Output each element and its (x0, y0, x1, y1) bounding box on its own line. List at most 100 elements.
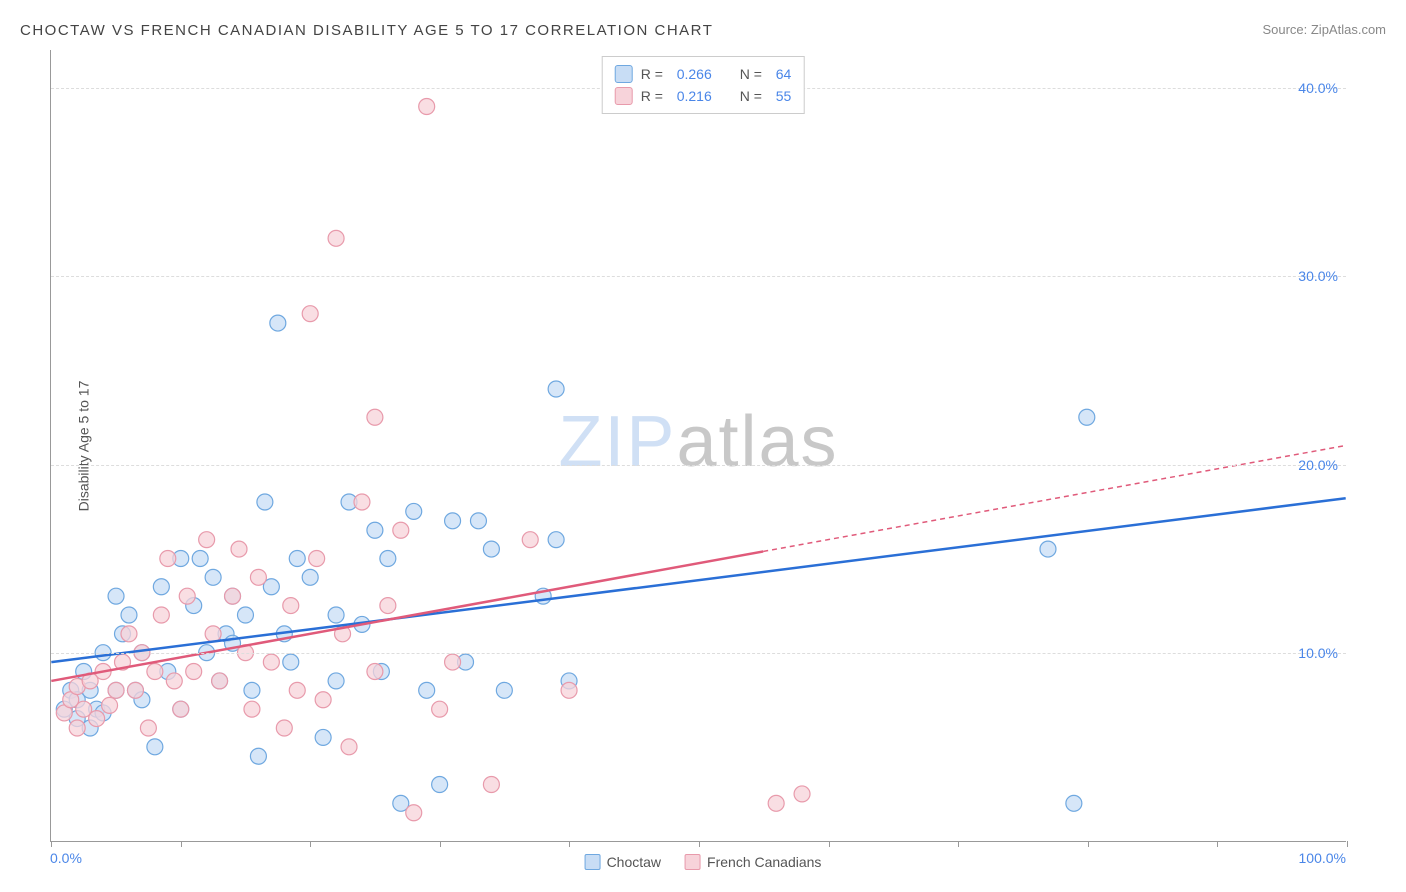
data-point[interactable] (108, 682, 124, 698)
x-tick (1217, 841, 1218, 847)
data-point[interactable] (276, 720, 292, 736)
data-point[interactable] (483, 541, 499, 557)
legend-swatch (685, 854, 701, 870)
data-point[interactable] (212, 673, 228, 689)
x-tick (310, 841, 311, 847)
data-point[interactable] (186, 664, 202, 680)
data-point[interactable] (160, 551, 176, 567)
data-point[interactable] (263, 654, 279, 670)
data-point[interactable] (121, 626, 137, 642)
data-point[interactable] (367, 664, 383, 680)
data-point[interactable] (328, 230, 344, 246)
data-point[interactable] (445, 654, 461, 670)
data-point[interactable] (179, 588, 195, 604)
data-point[interactable] (192, 551, 208, 567)
data-point[interactable] (289, 551, 305, 567)
data-point[interactable] (102, 697, 118, 713)
source-label: Source: ZipAtlas.com (1262, 22, 1386, 37)
data-point[interactable] (199, 532, 215, 548)
n-value: 64 (776, 66, 792, 82)
data-point[interactable] (432, 777, 448, 793)
data-point[interactable] (561, 682, 577, 698)
x-tick (51, 841, 52, 847)
grid-line (51, 653, 1346, 654)
legend-swatch (585, 854, 601, 870)
data-point[interactable] (121, 607, 137, 623)
data-point[interactable] (127, 682, 143, 698)
data-point[interactable] (147, 664, 163, 680)
legend-item: Choctaw (585, 854, 661, 870)
legend-row: R = 0.266 N = 64 (615, 63, 792, 85)
data-point[interactable] (283, 598, 299, 614)
data-point[interactable] (432, 701, 448, 717)
data-point[interactable] (225, 588, 241, 604)
data-point[interactable] (244, 682, 260, 698)
data-point[interactable] (270, 315, 286, 331)
r-label: R = (641, 88, 669, 104)
data-point[interactable] (309, 551, 325, 567)
y-tick-label: 30.0% (1298, 268, 1338, 284)
data-point[interactable] (768, 795, 784, 811)
data-point[interactable] (153, 607, 169, 623)
data-point[interactable] (166, 673, 182, 689)
r-value: 0.266 (677, 66, 732, 82)
data-point[interactable] (419, 99, 435, 115)
chart-svg (51, 50, 1346, 841)
data-point[interactable] (354, 494, 370, 510)
data-point[interactable] (173, 701, 189, 717)
legend-swatch (615, 65, 633, 83)
data-point[interactable] (205, 569, 221, 585)
data-point[interactable] (140, 720, 156, 736)
data-point[interactable] (1066, 795, 1082, 811)
data-point[interactable] (548, 381, 564, 397)
data-point[interactable] (257, 494, 273, 510)
data-point[interactable] (231, 541, 247, 557)
data-point[interactable] (406, 805, 422, 821)
data-point[interactable] (341, 739, 357, 755)
data-point[interactable] (367, 522, 383, 538)
legend-label: French Canadians (707, 854, 821, 870)
data-point[interactable] (147, 739, 163, 755)
data-point[interactable] (1040, 541, 1056, 557)
data-point[interactable] (315, 729, 331, 745)
data-point[interactable] (470, 513, 486, 529)
data-point[interactable] (283, 654, 299, 670)
x-tick (569, 841, 570, 847)
y-tick-label: 10.0% (1298, 645, 1338, 661)
data-point[interactable] (237, 607, 253, 623)
data-point[interactable] (315, 692, 331, 708)
data-point[interactable] (445, 513, 461, 529)
n-label: N = (740, 66, 768, 82)
data-point[interactable] (250, 569, 266, 585)
data-point[interactable] (406, 503, 422, 519)
data-point[interactable] (522, 532, 538, 548)
data-point[interactable] (328, 607, 344, 623)
data-point[interactable] (548, 532, 564, 548)
correlation-legend: R = 0.266 N = 64 R = 0.216 N = 55 (602, 56, 805, 114)
data-point[interactable] (483, 777, 499, 793)
data-point[interactable] (419, 682, 435, 698)
data-point[interactable] (289, 682, 305, 698)
data-point[interactable] (302, 569, 318, 585)
x-tick (699, 841, 700, 847)
x-tick-100: 100.0% (1299, 850, 1346, 866)
data-point[interactable] (367, 409, 383, 425)
data-point[interactable] (496, 682, 512, 698)
data-point[interactable] (89, 711, 105, 727)
data-point[interactable] (302, 306, 318, 322)
data-point[interactable] (393, 522, 409, 538)
data-point[interactable] (1079, 409, 1095, 425)
data-point[interactable] (328, 673, 344, 689)
data-point[interactable] (153, 579, 169, 595)
data-point[interactable] (380, 598, 396, 614)
data-point[interactable] (244, 701, 260, 717)
data-point[interactable] (69, 720, 85, 736)
data-point[interactable] (108, 588, 124, 604)
data-point[interactable] (380, 551, 396, 567)
data-point[interactable] (250, 748, 266, 764)
grid-line (51, 276, 1346, 277)
legend-item: French Canadians (685, 854, 821, 870)
data-point[interactable] (794, 786, 810, 802)
x-tick (1088, 841, 1089, 847)
data-point[interactable] (205, 626, 221, 642)
